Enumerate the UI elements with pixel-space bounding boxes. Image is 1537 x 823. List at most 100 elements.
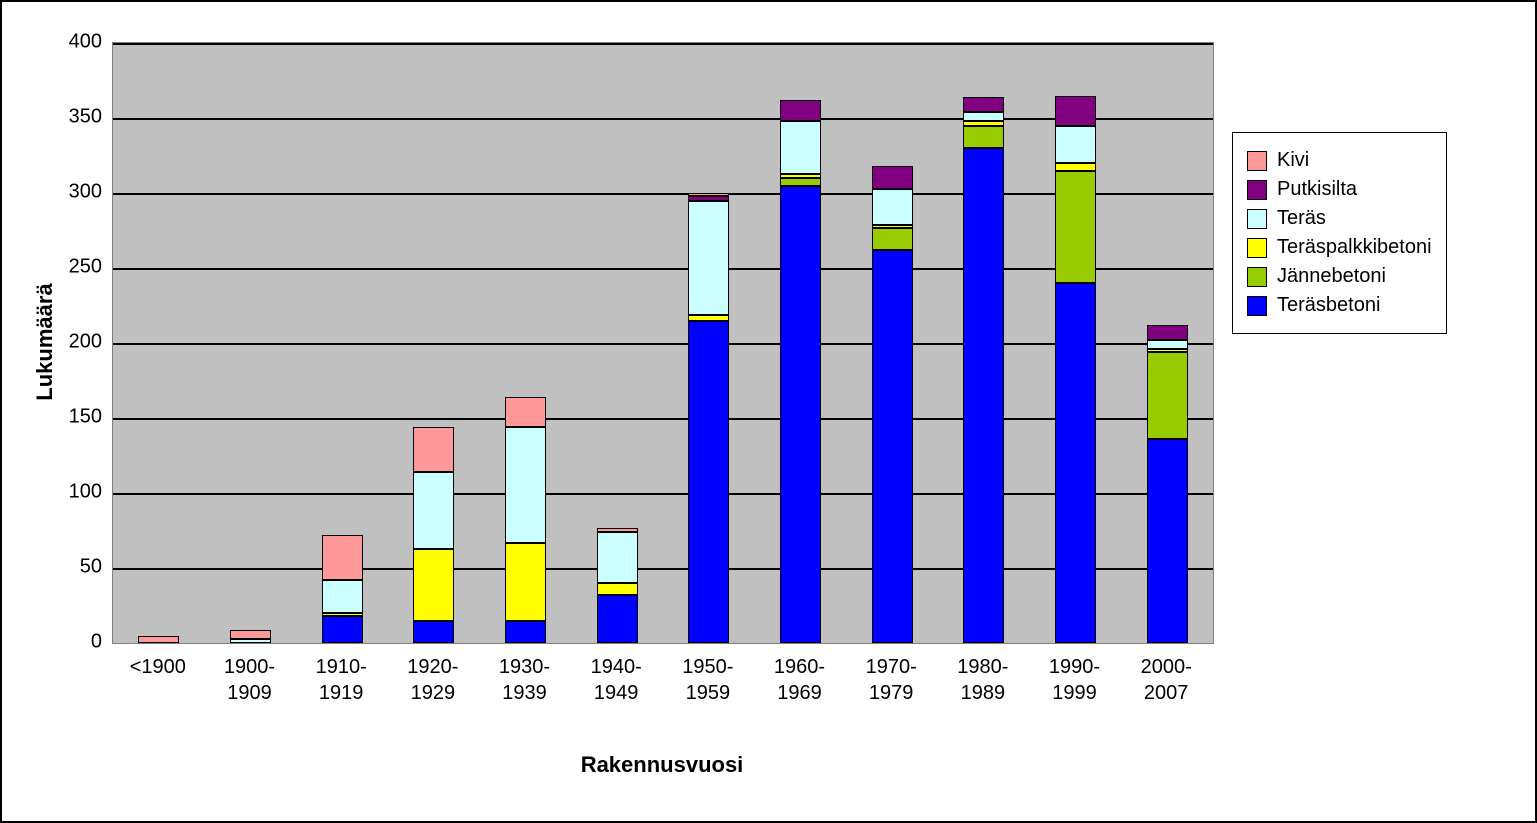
- x-tick-label: 1990-1999: [1029, 654, 1121, 706]
- x-tick-label: 1920-1929: [387, 654, 479, 706]
- bar-segment-teras: [780, 121, 821, 174]
- bar-segment-putkisilta: [780, 100, 821, 121]
- bar-segment-terasbetoni: [780, 186, 821, 644]
- bar-segment-jannebetoni: [963, 126, 1004, 149]
- gridline: [113, 118, 1213, 120]
- y-tick-label: 0: [42, 631, 102, 654]
- bar-segment-teras: [1055, 126, 1096, 164]
- bar-segment-jannebetoni: [1055, 171, 1096, 284]
- x-tick-label: <1900: [112, 654, 204, 680]
- bar-segment-terasbetoni: [1147, 439, 1188, 643]
- y-tick-label: 300: [42, 181, 102, 204]
- bar-segment-kivi: [138, 636, 179, 644]
- x-tick-label: 1910-1919: [295, 654, 387, 706]
- bar-segment-teraspalkkibetoni: [597, 583, 638, 595]
- y-tick-label: 250: [42, 256, 102, 279]
- bar-segment-teraspalkkibetoni: [505, 543, 546, 621]
- legend-swatch: [1247, 296, 1267, 316]
- legend-item-jannebetoni: Jännebetoni: [1247, 265, 1432, 288]
- bar-segment-kivi: [322, 535, 363, 580]
- gridline: [113, 418, 1213, 420]
- bar-segment-putkisilta: [1147, 325, 1188, 340]
- bar-segment-putkisilta: [1055, 96, 1096, 126]
- bar-group: [230, 630, 271, 644]
- x-tick-label: 1980-1989: [937, 654, 1029, 706]
- bar-segment-terasbetoni: [963, 148, 1004, 643]
- bar-group: [872, 166, 913, 643]
- legend-swatch: [1247, 209, 1267, 229]
- x-tick-label: 1960-1969: [754, 654, 846, 706]
- bar-group: [688, 193, 729, 643]
- bar-segment-jannebetoni: [780, 178, 821, 186]
- gridline: [113, 193, 1213, 195]
- chart-container: Lukumäärä Rakennusvuosi KiviPutkisiltaTe…: [0, 0, 1537, 823]
- bar-segment-teras: [230, 639, 271, 644]
- bar-segment-putkisilta: [872, 166, 913, 189]
- bar-segment-teras: [872, 189, 913, 225]
- y-tick-label: 50: [42, 556, 102, 579]
- legend-label: Jännebetoni: [1277, 265, 1386, 288]
- bar-segment-kivi: [413, 427, 454, 472]
- legend-item-teraspalkkibetoni: Teräspalkkibetoni: [1247, 236, 1432, 259]
- bar-segment-terasbetoni: [322, 616, 363, 643]
- y-tick-label: 150: [42, 406, 102, 429]
- y-tick-label: 200: [42, 331, 102, 354]
- bar-segment-teras: [688, 201, 729, 315]
- legend-label: Putkisilta: [1277, 178, 1357, 201]
- bar-group: [597, 528, 638, 644]
- bar-group: [322, 535, 363, 643]
- chart-inner: Lukumäärä Rakennusvuosi KiviPutkisiltaTe…: [22, 22, 1515, 801]
- bar-segment-teras: [597, 532, 638, 583]
- gridline: [113, 268, 1213, 270]
- legend-label: Teräsbetoni: [1277, 294, 1380, 317]
- x-tick-label: 1950-1959: [662, 654, 754, 706]
- bar-group: [1147, 325, 1188, 643]
- bar-segment-terasbetoni: [413, 621, 454, 644]
- gridline: [113, 343, 1213, 345]
- bar-segment-teras: [505, 427, 546, 543]
- y-tick-label: 100: [42, 481, 102, 504]
- bar-segment-teras: [322, 580, 363, 613]
- legend-label: Kivi: [1277, 149, 1309, 172]
- gridline: [113, 493, 1213, 495]
- bar-group: [1055, 96, 1096, 644]
- x-axis-title: Rakennusvuosi: [22, 752, 1302, 778]
- x-tick-label: 1930-1939: [479, 654, 571, 706]
- bar-segment-teras: [413, 472, 454, 549]
- gridline: [113, 568, 1213, 570]
- legend-label: Teräspalkkibetoni: [1277, 236, 1432, 259]
- legend-swatch: [1247, 180, 1267, 200]
- legend-swatch: [1247, 267, 1267, 287]
- y-tick-label: 400: [42, 31, 102, 54]
- bar-group: [138, 636, 179, 644]
- plot-area: [112, 42, 1214, 644]
- bar-group: [505, 397, 546, 643]
- bar-segment-kivi: [505, 397, 546, 427]
- x-tick-label: 1940-1949: [570, 654, 662, 706]
- x-tick-label: 1970-1979: [845, 654, 937, 706]
- bar-group: [963, 97, 1004, 643]
- bar-segment-putkisilta: [963, 97, 1004, 112]
- bar-segment-teras: [963, 112, 1004, 121]
- bar-segment-jannebetoni: [872, 228, 913, 251]
- bar-segment-terasbetoni: [505, 621, 546, 644]
- legend-swatch: [1247, 238, 1267, 258]
- bar-segment-teraspalkkibetoni: [1055, 163, 1096, 171]
- x-tick-label: 1900-1909: [204, 654, 296, 706]
- bar-segment-terasbetoni: [1055, 283, 1096, 643]
- legend-swatch: [1247, 151, 1267, 171]
- y-tick-label: 350: [42, 106, 102, 129]
- bar-segment-teras: [1147, 340, 1188, 349]
- bar-segment-kivi: [230, 630, 271, 639]
- legend-item-terasbetoni: Teräsbetoni: [1247, 294, 1432, 317]
- legend-label: Teräs: [1277, 207, 1326, 230]
- bar-group: [780, 100, 821, 643]
- legend: Kivi Putkisilta Teräs Teräspalkkibetoni Jänn…: [1232, 132, 1447, 334]
- bar-segment-teraspalkkibetoni: [413, 549, 454, 621]
- legend-item-putkisilta: Putkisilta: [1247, 178, 1432, 201]
- bar-segment-terasbetoni: [872, 250, 913, 643]
- gridline: [113, 43, 1213, 45]
- legend-item-kivi: Kivi: [1247, 149, 1432, 172]
- bar-segment-terasbetoni: [597, 595, 638, 643]
- bar-segment-terasbetoni: [688, 321, 729, 644]
